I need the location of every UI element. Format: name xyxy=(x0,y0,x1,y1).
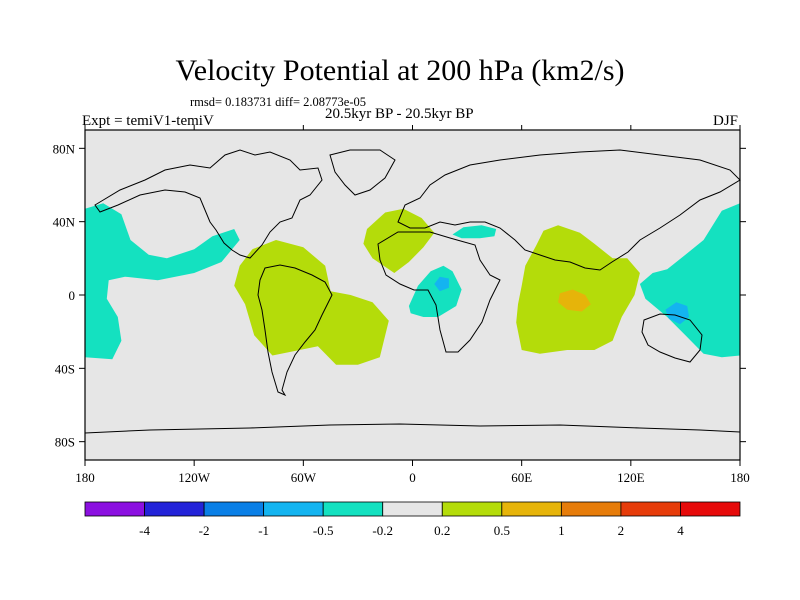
colorbar: -4 -2 -1 -0.5 -0.2 0.2 0.5 1 2 4 xyxy=(84,501,741,538)
colorbar-label: -0.2 xyxy=(372,523,393,538)
region-south-america-positive xyxy=(234,240,389,365)
x-tick-label: 120W xyxy=(178,470,211,485)
colorbar-swatch xyxy=(322,501,384,517)
africa-coastline xyxy=(377,231,501,353)
rmsd-diff-stats: rmsd= 0.183731 diff= 2.08773e-05 xyxy=(190,95,367,109)
colorbar-swatch xyxy=(382,501,443,517)
colorbar-swatch xyxy=(84,501,145,517)
colorbar-swatch xyxy=(620,501,681,517)
colorbar-swatch xyxy=(144,501,205,517)
x-tick-label: 60W xyxy=(291,470,317,485)
region-west-pacific-core xyxy=(665,302,690,325)
x-tick-label: 120E xyxy=(617,470,645,485)
period-label: 20.5kyr BP - 20.5kyr BP xyxy=(325,106,474,122)
colorbar-swatch xyxy=(560,501,622,517)
colorbar-label: -1 xyxy=(258,523,269,538)
experiment-label: Expt = temiV1-temiV xyxy=(82,113,214,129)
colorbar-label: 1 xyxy=(558,523,565,538)
colorbar-label: 0.5 xyxy=(494,523,510,538)
colorbar-swatch xyxy=(441,501,503,517)
colorbar-swatch xyxy=(501,501,562,517)
y-tick-label: 40S xyxy=(55,361,75,376)
axis-ticks xyxy=(79,125,746,466)
region-west-pacific-negative xyxy=(639,203,740,358)
colorbar-label: 4 xyxy=(677,523,684,538)
australia-coastline xyxy=(641,313,703,363)
contour-regions xyxy=(85,203,740,365)
y-tick-label: 40N xyxy=(53,215,76,230)
colorbar-label: -4 xyxy=(139,523,150,538)
y-tick-label: 80N xyxy=(53,141,76,156)
eurasia-coastline xyxy=(397,149,741,271)
y-tick-label: 0 xyxy=(69,288,76,303)
colorbar-swatch xyxy=(680,501,741,517)
colorbar-swatch xyxy=(203,501,265,517)
greenland-coastline xyxy=(329,149,396,196)
x-tick-label: 0 xyxy=(409,470,416,485)
south-america-coastline xyxy=(257,264,333,397)
region-indian-ocean-core xyxy=(558,289,591,312)
x-tick-label: 180 xyxy=(730,470,750,485)
x-tick-label: 180 xyxy=(75,470,95,485)
axis-tick-labels: 180 120W 60W 0 60E 120E 180 80N 40N 0 40S 80S xyxy=(53,141,750,485)
season-label: DJF xyxy=(712,113,738,129)
region-north-africa-positive xyxy=(363,208,435,273)
north-america-coastline xyxy=(94,149,323,259)
y-tick-label: 80S xyxy=(55,435,75,450)
colorbar-swatch xyxy=(263,501,324,517)
map-plot-area: 180 120W 60W 0 60E 120E 180 80N 40N 0 40S 80S xyxy=(53,125,750,485)
colorbar-label: -2 xyxy=(199,523,210,538)
colorbar-label: 0.2 xyxy=(434,523,450,538)
region-africa-core xyxy=(434,276,449,292)
map-background xyxy=(85,130,740,460)
antarctica-coastline xyxy=(84,423,741,434)
colorbar-label: -0.5 xyxy=(313,523,334,538)
colorbar-label: 2 xyxy=(618,523,625,538)
chart-title: Velocity Potential at 200 hPa (km2/s) xyxy=(175,54,625,87)
coastlines xyxy=(84,149,741,434)
x-tick-label: 60E xyxy=(511,470,532,485)
region-east-pacific-negative xyxy=(85,203,240,360)
region-mediterranean-negative xyxy=(452,225,497,239)
